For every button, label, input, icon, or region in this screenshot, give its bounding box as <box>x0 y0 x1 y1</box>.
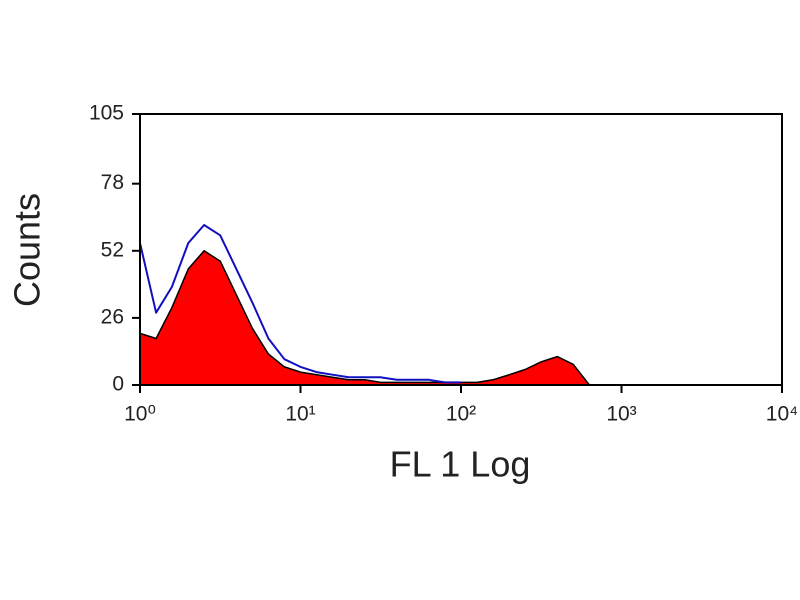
y-tick-label: 78 <box>101 171 124 194</box>
x-tick-label: 10⁴ <box>766 403 798 426</box>
histogram-line <box>139 224 461 384</box>
x-tick-label: 10¹ <box>285 403 315 426</box>
y-tick-label: 52 <box>101 238 124 261</box>
y-tick-label: 26 <box>101 305 124 328</box>
y-tick-label: 0 <box>112 373 124 396</box>
x-tick-label: 10² <box>446 403 476 426</box>
x-axis-title: FL 1 Log <box>390 444 531 485</box>
y-axis-title: Counts <box>7 193 48 307</box>
plot-area <box>139 224 591 386</box>
x-tick-label: 10³ <box>606 403 636 426</box>
x-tick-label: 10⁰ <box>124 403 156 426</box>
y-tick-label: 105 <box>89 102 124 125</box>
histogram-area <box>139 250 591 386</box>
